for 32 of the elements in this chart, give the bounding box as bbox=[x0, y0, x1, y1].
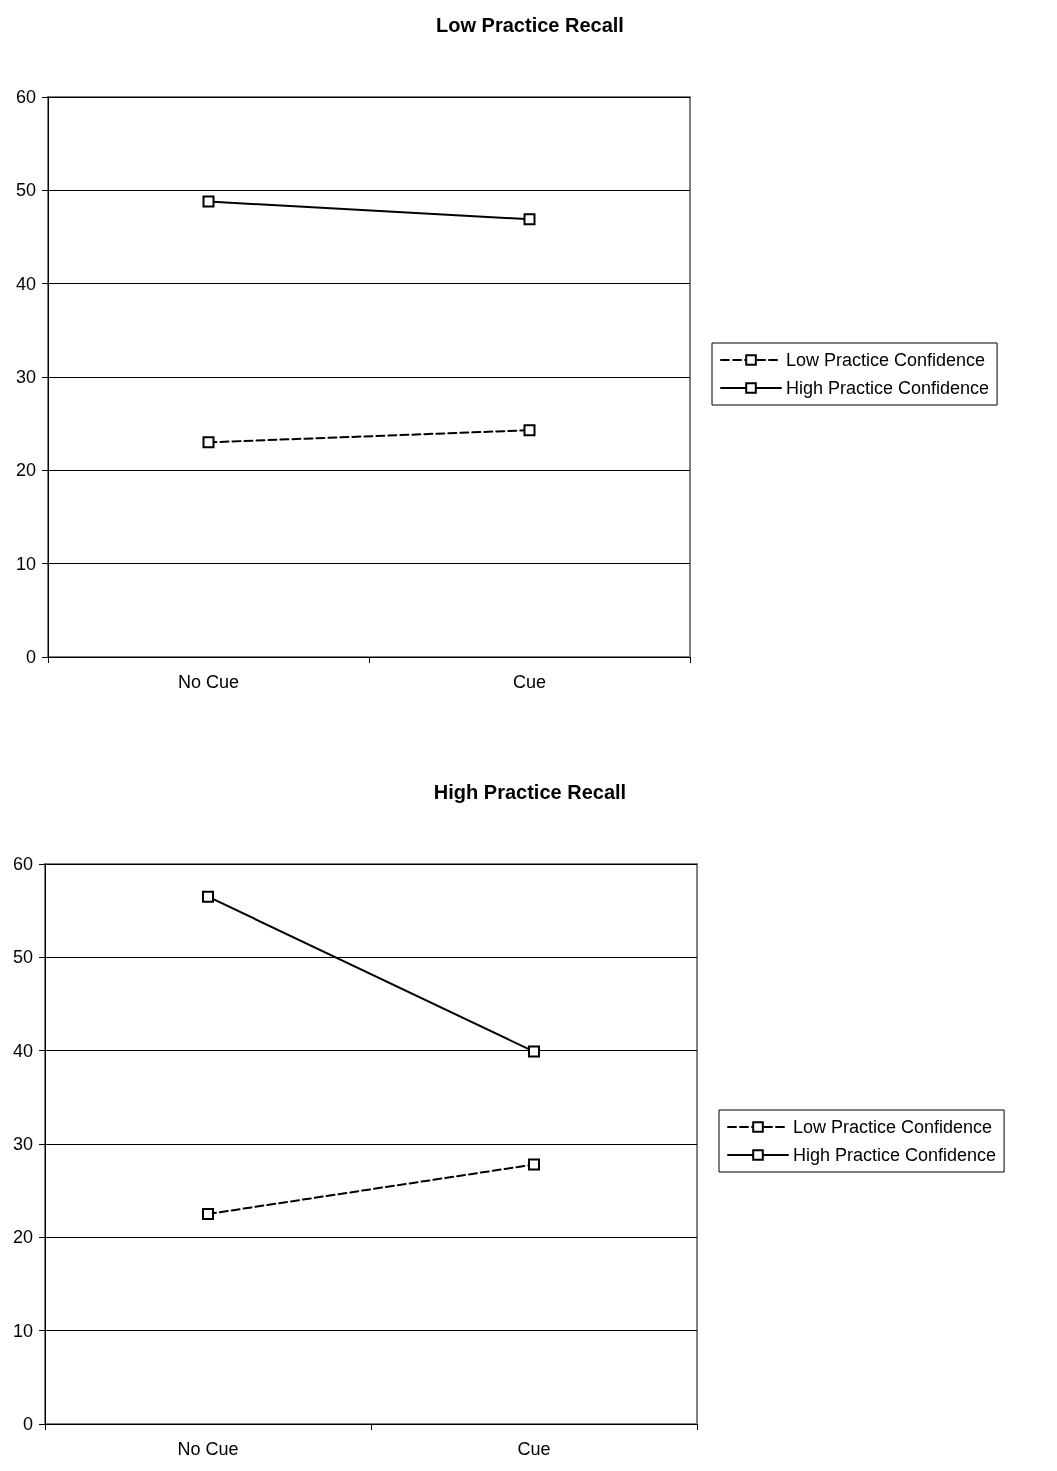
y-tick-label: 50 bbox=[12, 947, 33, 968]
y-tick-label: 10 bbox=[12, 1320, 33, 1341]
y-tick-label: 60 bbox=[15, 87, 36, 107]
point bbox=[528, 1158, 540, 1171]
chart-title: Low Practice Recall bbox=[436, 14, 624, 36]
point bbox=[202, 890, 214, 903]
y-tick-label: 10 bbox=[15, 553, 36, 574]
point bbox=[202, 436, 215, 449]
legend-label: Low Practice Confidence bbox=[793, 1117, 993, 1137]
point bbox=[202, 1208, 214, 1220]
y-tick-label: 40 bbox=[12, 1040, 33, 1061]
y-tick-label: 0 bbox=[22, 1414, 33, 1434]
x-tick-label: Cue bbox=[517, 1439, 551, 1459]
chart-title: High Practice Recall bbox=[433, 781, 627, 803]
point bbox=[528, 1045, 540, 1058]
y-tick-label: 30 bbox=[15, 367, 36, 387]
y-tick-label: 30 bbox=[12, 1134, 33, 1154]
point bbox=[523, 213, 536, 226]
x-tick-label: Cue bbox=[512, 672, 547, 692]
point bbox=[523, 424, 536, 437]
legend-label: High Practice Confidence bbox=[786, 378, 990, 398]
legend-label: High Practice Confidence bbox=[793, 1145, 997, 1165]
y-tick-label: 20 bbox=[15, 460, 36, 481]
y-tick-label: 20 bbox=[12, 1227, 33, 1248]
x-tick-label: No Cue bbox=[177, 1439, 239, 1459]
y-tick-label: 50 bbox=[15, 180, 36, 201]
y-tick-label: 0 bbox=[25, 647, 36, 667]
legend-label: Low Practice Confidence bbox=[786, 350, 986, 370]
x-tick-label: No Cue bbox=[177, 672, 240, 692]
y-tick-label: 40 bbox=[15, 273, 36, 294]
point bbox=[202, 195, 215, 208]
y-tick-label: 60 bbox=[12, 854, 33, 874]
